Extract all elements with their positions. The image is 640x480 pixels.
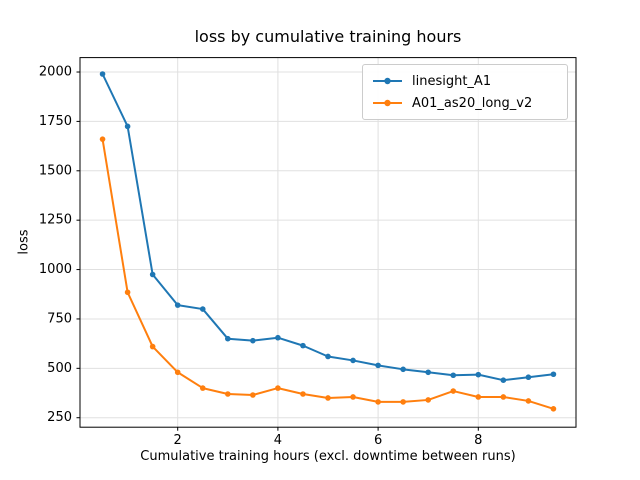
legend-item-a01-as20-long-v2: A01_as20_long_v2 xyxy=(372,92,557,114)
data-point-marker-0 xyxy=(375,362,381,369)
data-point-marker-1 xyxy=(275,385,281,391)
data-point-marker-0 xyxy=(250,337,256,344)
legend-line-marker-icon xyxy=(373,77,402,85)
data-point-marker-0 xyxy=(500,377,507,383)
data-point-marker-1 xyxy=(174,369,181,376)
data-point-marker-1 xyxy=(99,136,106,142)
data-point-marker-1 xyxy=(300,391,306,397)
legend-line-marker-icon xyxy=(373,99,402,107)
data-point-marker-0 xyxy=(450,372,457,379)
x-tick-label: 8 xyxy=(474,433,482,448)
y-axis-label: loss xyxy=(16,229,32,255)
axes-frame xyxy=(79,57,577,428)
data-point-marker-1 xyxy=(475,394,482,400)
data-point-marker-0 xyxy=(149,271,156,278)
x-tick-label: 4 xyxy=(274,433,282,448)
data-point-marker-1 xyxy=(124,289,131,296)
data-point-marker-0 xyxy=(350,357,356,364)
x-tick-label: 2 xyxy=(174,433,182,448)
data-point-marker-0 xyxy=(325,353,331,360)
data-point-marker-0 xyxy=(400,366,406,373)
data-point-marker-0 xyxy=(300,342,306,349)
y-tick-label: 500 xyxy=(47,361,72,376)
legend: linesight_A1 A01_as20_long_v2 xyxy=(362,64,568,120)
data-point-marker-1 xyxy=(425,397,432,403)
data-point-marker-0 xyxy=(550,371,557,378)
data-point-marker-0 xyxy=(199,306,206,312)
chart-title: loss by cumulative training hours xyxy=(194,27,462,46)
legend-label-linesight-a1: linesight_A1 xyxy=(412,73,492,89)
y-tick-label: 750 xyxy=(47,311,72,326)
data-point-marker-1 xyxy=(225,391,231,397)
data-point-marker-0 xyxy=(99,71,106,77)
y-tick-label: 2000 xyxy=(39,65,72,80)
y-tick-label: 1250 xyxy=(39,213,72,228)
legend-label-a01-as20-long-v2: A01_as20_long_v2 xyxy=(412,95,533,111)
data-point-marker-1 xyxy=(400,399,406,405)
data-point-marker-0 xyxy=(275,334,281,341)
data-point-marker-1 xyxy=(375,399,381,405)
data-point-marker-0 xyxy=(225,335,231,342)
data-point-marker-1 xyxy=(250,392,256,398)
legend-item-linesight-a1: linesight_A1 xyxy=(372,70,557,92)
y-tick-label: 250 xyxy=(47,410,72,425)
x-tick-label: 6 xyxy=(374,433,382,448)
data-point-marker-1 xyxy=(149,343,156,350)
data-point-marker-1 xyxy=(450,388,457,394)
data-point-marker-0 xyxy=(174,302,181,308)
data-point-marker-1 xyxy=(500,394,507,400)
y-tick-label: 1500 xyxy=(39,163,72,178)
data-point-marker-1 xyxy=(550,406,557,412)
data-point-marker-1 xyxy=(325,395,331,401)
data-point-marker-0 xyxy=(425,369,432,376)
y-tick-label: 1750 xyxy=(39,114,72,129)
y-tick-label: 1000 xyxy=(39,262,72,277)
data-point-marker-0 xyxy=(525,374,532,381)
data-point-marker-1 xyxy=(350,394,356,400)
x-axis-label: Cumulative training hours (excl. downtim… xyxy=(140,449,516,464)
data-point-marker-0 xyxy=(475,371,482,378)
data-point-marker-0 xyxy=(124,123,131,130)
data-point-marker-1 xyxy=(199,385,206,391)
data-point-marker-1 xyxy=(525,398,532,404)
